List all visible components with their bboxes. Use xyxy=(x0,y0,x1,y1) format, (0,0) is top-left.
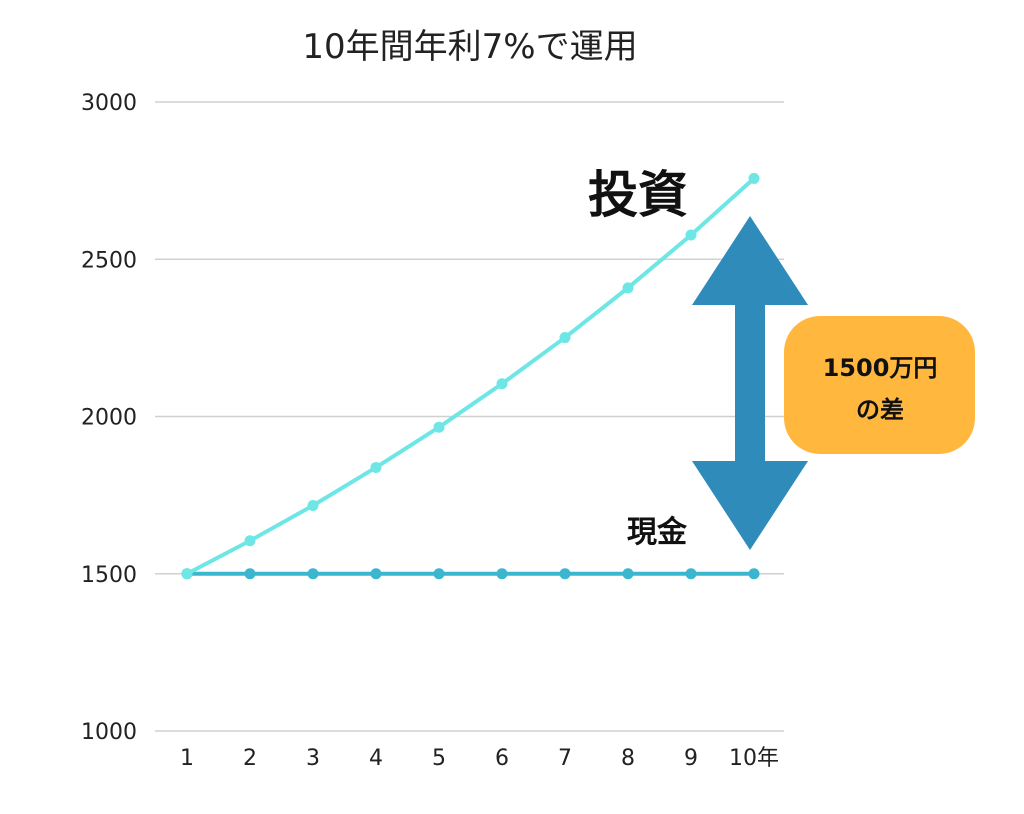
y-axis-ticks: 1000 1500 2000 2500 3000 xyxy=(81,91,137,745)
chart-title: 10年間年利7%で運用 xyxy=(302,27,637,67)
x-tick-label: 5 xyxy=(432,746,446,771)
x-tick-label: 4 xyxy=(369,746,383,771)
data-point xyxy=(307,500,319,512)
grid-layer xyxy=(155,101,784,732)
x-tick-label: 6 xyxy=(495,746,509,771)
x-tick-label: 2 xyxy=(243,746,257,771)
x-tick-label: 8 xyxy=(621,746,635,771)
double-arrow xyxy=(692,216,808,550)
series-line-investment xyxy=(186,176,756,576)
data-point xyxy=(181,568,193,580)
data-point xyxy=(748,568,760,580)
difference-label-line2: の差 xyxy=(856,396,904,424)
data-point xyxy=(559,332,571,344)
data-point xyxy=(559,568,571,580)
x-tick-label: 3 xyxy=(306,746,320,771)
x-tick-label: 9 xyxy=(684,746,698,771)
x-tick-label: 1 xyxy=(180,746,194,771)
x-axis-ticks: 1 2 3 4 5 6 7 8 9 10年 xyxy=(180,746,779,771)
data-point xyxy=(244,568,256,580)
y-tick-label: 2500 xyxy=(81,248,137,273)
x-tick-label: 7 xyxy=(558,746,572,771)
series-label-cash: 現金 xyxy=(627,515,688,550)
y-tick-label: 2000 xyxy=(81,406,137,431)
data-point xyxy=(433,568,445,580)
data-point xyxy=(370,461,382,473)
data-point xyxy=(307,568,319,580)
data-point xyxy=(370,568,382,580)
difference-badge xyxy=(784,316,975,454)
y-tick-label: 1500 xyxy=(81,563,137,588)
data-point xyxy=(244,535,256,547)
data-point xyxy=(496,568,508,580)
data-point xyxy=(748,172,760,184)
difference-label-line1: 1500万円 xyxy=(823,354,938,382)
data-point xyxy=(622,568,634,580)
series-label-investment: 投資 xyxy=(588,166,688,224)
y-tick-label: 3000 xyxy=(81,91,137,116)
data-point xyxy=(433,421,445,433)
data-point xyxy=(685,229,697,241)
data-point xyxy=(622,282,634,294)
data-point xyxy=(496,378,508,390)
x-tick-label: 10年 xyxy=(729,746,779,771)
data-point xyxy=(685,568,697,580)
series-layer xyxy=(181,172,760,580)
y-tick-label: 1000 xyxy=(81,720,137,745)
